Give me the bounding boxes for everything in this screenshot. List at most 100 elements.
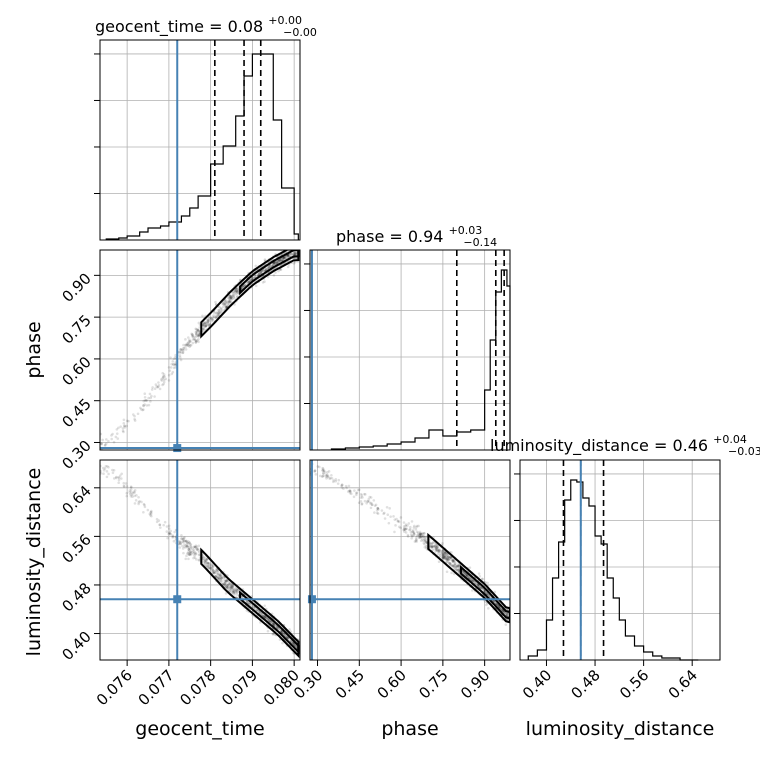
sample-point	[492, 599, 496, 603]
sample-point	[283, 255, 287, 259]
sample-point	[233, 289, 237, 293]
sample-point	[399, 526, 402, 530]
sample-point	[218, 573, 222, 577]
sample-point	[235, 292, 238, 295]
sample-point	[263, 280, 266, 283]
sample-point	[128, 490, 131, 494]
sample-point	[419, 532, 423, 536]
sample-point	[271, 632, 275, 636]
sample-point	[285, 245, 288, 248]
sample-point	[211, 568, 215, 571]
panel-grid	[310, 250, 510, 450]
sample-point	[449, 562, 452, 565]
sample-point	[269, 620, 273, 623]
sample-point	[441, 557, 445, 560]
sample-point	[437, 550, 440, 553]
sample-point	[286, 254, 289, 257]
sample-point	[193, 554, 196, 557]
sample-point	[461, 570, 465, 573]
sample-point	[129, 488, 133, 491]
joint-phase-vs-geocent-time	[100, 245, 300, 450]
sample-point	[264, 615, 267, 619]
sample-point	[180, 348, 183, 351]
sample-point	[455, 565, 459, 569]
sample-point	[457, 566, 461, 570]
sample-point	[230, 584, 234, 588]
sample-point	[452, 560, 455, 564]
sample-point	[202, 555, 205, 559]
xlabel-phase: phase	[381, 718, 438, 740]
sample-point	[217, 576, 220, 579]
sample-point	[169, 356, 172, 359]
sample-point	[293, 643, 297, 647]
sample-point	[173, 530, 176, 534]
sample-point	[205, 318, 209, 322]
sample-point	[474, 581, 478, 585]
sample-point	[442, 552, 446, 555]
sample-point	[105, 475, 109, 479]
sample-point	[347, 484, 351, 488]
sample-point	[321, 467, 325, 471]
sample-point	[471, 579, 475, 582]
sample-point	[190, 332, 193, 336]
sample-point	[213, 311, 216, 315]
sample-point	[259, 612, 263, 615]
sample-point	[208, 322, 212, 326]
sample-point	[223, 302, 227, 306]
sample-point	[435, 547, 438, 550]
sample-point	[188, 340, 192, 344]
sample-point	[164, 377, 168, 381]
contour-inner	[239, 590, 300, 655]
sample-point	[437, 560, 441, 564]
sample-point	[457, 568, 461, 572]
sample-point	[413, 524, 416, 528]
sample-point	[224, 305, 228, 309]
sample-point	[129, 494, 133, 498]
sample-point	[274, 271, 277, 274]
sample-point	[486, 581, 489, 585]
sample-point	[215, 311, 219, 315]
sample-point	[454, 564, 457, 567]
sample-point	[434, 545, 437, 549]
sample-point	[233, 589, 236, 592]
sample-point	[217, 573, 221, 577]
sample-point	[205, 562, 209, 565]
sample-point	[356, 488, 360, 492]
sample-point	[387, 521, 391, 525]
sample-point	[449, 556, 452, 559]
sample-point	[336, 482, 340, 485]
sample-point	[204, 561, 207, 564]
sample-point	[368, 495, 372, 499]
sample-point	[340, 483, 344, 486]
sample-point	[318, 465, 321, 469]
sample-point	[418, 535, 422, 538]
sample-point	[229, 295, 233, 299]
sample-point	[161, 376, 164, 380]
sample-point	[325, 473, 329, 476]
sample-point	[182, 536, 186, 540]
sample-point	[202, 327, 205, 330]
sample-point	[171, 370, 175, 374]
sample-point	[220, 579, 224, 583]
sample-point	[179, 348, 183, 351]
sample-point	[455, 568, 459, 572]
sample-point	[197, 333, 201, 336]
sample-point	[442, 555, 445, 558]
sample-point	[233, 590, 236, 594]
sample-point	[434, 548, 438, 551]
sample-point	[229, 301, 233, 304]
sample-point	[258, 610, 261, 614]
sample-point	[204, 562, 207, 566]
sample-point	[208, 563, 211, 566]
sample-point	[227, 582, 230, 586]
sample-point	[162, 380, 166, 384]
sample-point	[414, 537, 418, 541]
sample-point	[223, 580, 227, 583]
sample-point	[222, 582, 226, 585]
sample-point	[316, 465, 320, 468]
sample-point	[193, 338, 197, 342]
sample-point	[442, 556, 445, 559]
sample-point	[232, 290, 235, 294]
sample-point	[361, 496, 364, 499]
sample-point	[133, 502, 137, 505]
